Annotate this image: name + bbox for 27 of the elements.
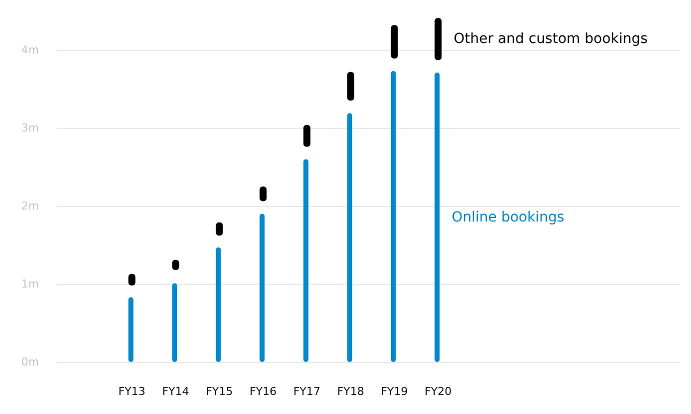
bar [434, 18, 442, 60]
bar [303, 124, 310, 147]
y-tick-label: 0m [21, 356, 39, 368]
bar [390, 71, 396, 362]
y-tick-label: 3m [21, 121, 39, 134]
bar [347, 113, 352, 362]
x-tick-label: FY18 [337, 385, 364, 398]
x-tick-label: FY17 [293, 385, 320, 398]
x-tick-label: FY19 [380, 385, 408, 398]
y-tick-label: 4m [21, 43, 39, 56]
x-tick-label: FY13 [118, 385, 146, 398]
bar [434, 72, 440, 362]
x-tick-label: FY20 [424, 385, 452, 398]
x-tick-label: FY16 [250, 385, 277, 398]
bar [347, 72, 354, 101]
x-tick-label: FY15 [206, 385, 233, 398]
bar [303, 159, 308, 362]
bar [390, 25, 398, 59]
bar [260, 214, 265, 362]
series-label: Other and custom bookings [454, 31, 648, 48]
bar [128, 297, 134, 362]
series-label: Online bookings [452, 209, 564, 226]
bar [216, 247, 221, 362]
y-tick-label: 2m [21, 199, 39, 212]
x-tick-label: FY14 [162, 385, 190, 398]
bar [172, 283, 178, 362]
y-tick-label: 1m [21, 277, 39, 290]
